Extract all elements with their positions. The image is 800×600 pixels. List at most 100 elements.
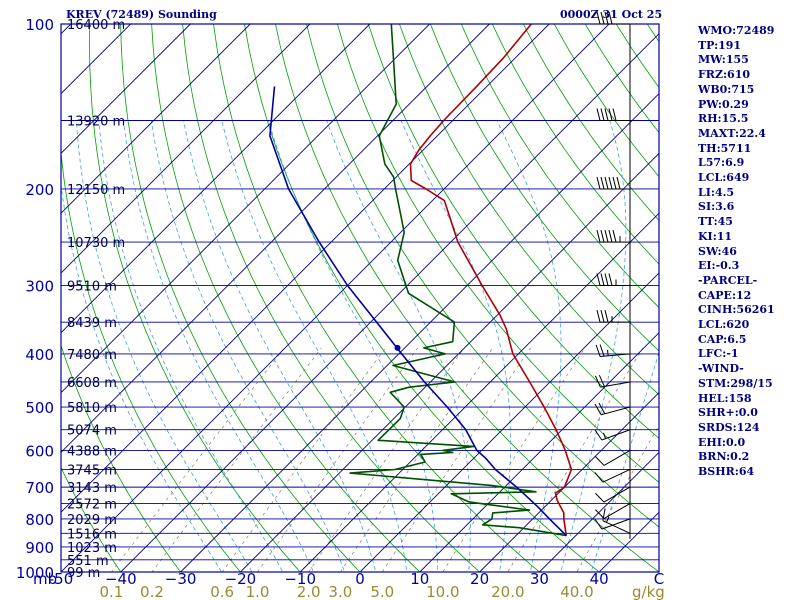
- height-label: 5074 m: [67, 424, 117, 439]
- wind-barb-flag: [604, 108, 609, 121]
- station-title: KREV (72489) Sounding: [66, 8, 217, 21]
- sounding-index: SI:3.6: [698, 200, 735, 214]
- dry-adiabat-line: [61, 149, 241, 572]
- wind-barb-flag: [616, 176, 621, 190]
- wind-barb-flag: [595, 509, 605, 519]
- height-label: 3143 m: [67, 481, 117, 496]
- wind-barb-flag: [600, 11, 605, 25]
- height-label: 8439 m: [67, 316, 117, 331]
- sounding-index: TT:45: [698, 215, 733, 229]
- temperature-tick-label: 30: [530, 570, 549, 588]
- mixing-ratio-label: 0.1: [99, 583, 123, 600]
- wind-barb-half-flag: [607, 349, 609, 356]
- dry-adiabat-line: [306, 24, 659, 528]
- height-label: 1516 m: [67, 527, 117, 542]
- wind-barb-flag: [604, 176, 609, 190]
- pressure-unit-label: mb: [33, 570, 57, 588]
- temperature-tick-label: 20: [470, 570, 489, 588]
- isotherm-line: [61, 24, 311, 274]
- wind-barb-flag: [596, 11, 601, 25]
- mixing-ratio-label: 40.0: [560, 583, 593, 600]
- moist-adiabat-line: [268, 120, 439, 572]
- dry-adiabat-line: [182, 24, 481, 572]
- sounding-index: LCL:649: [698, 171, 750, 185]
- wind-barb-flag: [594, 403, 602, 416]
- temperature-tick-label: −10: [284, 570, 316, 588]
- wind-barb-flag: [604, 310, 609, 323]
- height-label: 2029 m: [67, 513, 117, 528]
- wind-barb-flag: [600, 229, 605, 243]
- wind-barb-staff: [602, 520, 631, 534]
- wind-barb-staff: [603, 486, 631, 503]
- parcel-profile-line: [269, 86, 567, 537]
- wind-barb-flag: [594, 472, 604, 483]
- isotherm-line: [61, 24, 490, 454]
- temperature-unit-label: C: [654, 570, 664, 588]
- isotherm-line: [61, 24, 430, 394]
- wind-barb-staff: [600, 406, 631, 416]
- mixing-ratio-label: 20.0: [491, 583, 524, 600]
- temperature-tick-label: -50: [49, 570, 74, 588]
- wind-barb-flag: [608, 229, 613, 243]
- height-label: 5810 m: [67, 401, 117, 416]
- sounding-index: LFC:-1: [698, 347, 739, 361]
- wind-barb-flag: [608, 273, 613, 286]
- height-label: 3745 m: [67, 463, 117, 478]
- wind-barb-flag: [598, 374, 605, 387]
- wind-barb-flag: [600, 310, 605, 323]
- mixing-ratio-line: [576, 424, 659, 572]
- sounding-index: WMO:72489: [698, 24, 775, 37]
- mixing-ratio-label: 2.0: [297, 583, 321, 600]
- isotherm-line: [120, 33, 659, 572]
- pressure-tick-label: 700: [25, 479, 54, 497]
- dry-adiabat-line: [61, 466, 122, 572]
- wind-barb-half-flag: [605, 516, 610, 523]
- wind-barb-flag: [612, 229, 617, 243]
- mixing-ratio-unit: g/kg: [632, 583, 665, 600]
- height-label: 551 m: [67, 554, 109, 569]
- mixing-ratio-line: [381, 347, 531, 572]
- isotherm-line: [539, 451, 659, 572]
- mixing-ratio-label: 10.0: [426, 583, 459, 600]
- dry-adiabat-line: [151, 24, 421, 572]
- wind-barb-flag: [604, 11, 609, 25]
- temperature-tick-label: 0: [355, 570, 365, 588]
- mixing-ratio-label: 0.6: [210, 583, 234, 600]
- sounding-index: SW:46: [698, 244, 737, 258]
- wind-barb-staff: [603, 503, 631, 519]
- height-label: 99 m: [67, 566, 100, 581]
- sounding-index: -PARCEL-: [698, 273, 758, 287]
- lcl-marker: [394, 344, 401, 351]
- wind-barb-flag: [608, 176, 613, 190]
- wind-barb-flag: [594, 518, 603, 530]
- wind-barb-flag: [596, 176, 601, 190]
- isotherm-line: [240, 152, 659, 572]
- wind-barb-flag: [594, 429, 603, 441]
- mixing-ratio-line: [110, 347, 285, 572]
- sounding-index: -WIND-: [698, 362, 744, 376]
- chart-background-lines: [61, 24, 659, 572]
- moist-adiabat-line: [590, 350, 659, 572]
- isotherm-line: [61, 24, 371, 334]
- wind-barb-flag: [596, 108, 601, 121]
- wind-barb-staff: [601, 518, 631, 530]
- moist-adiabat-line: [98, 120, 284, 572]
- wind-barb-staff: [603, 449, 631, 466]
- chart-frame: [60, 23, 660, 573]
- wind-barb-flag: [596, 229, 601, 243]
- wind-barb-flag: [595, 344, 601, 357]
- wind-barb-staff: [600, 381, 631, 388]
- temperature-tick-label: 10: [410, 570, 429, 588]
- sounding-index: SHR+:0.0: [698, 406, 758, 420]
- height-label: 10730 m: [67, 236, 125, 251]
- wind-barb-flag: [612, 108, 617, 121]
- sounding-index: RH:15.5: [698, 112, 749, 126]
- pressure-tick-label: 500: [25, 399, 54, 417]
- isotherm-line: [359, 272, 659, 572]
- pressure-tick-label: 1000: [16, 564, 54, 582]
- sounding-index: TH:5711: [698, 141, 752, 155]
- height-label: 2572 m: [67, 498, 117, 513]
- sounding-index: KI:11: [698, 229, 733, 243]
